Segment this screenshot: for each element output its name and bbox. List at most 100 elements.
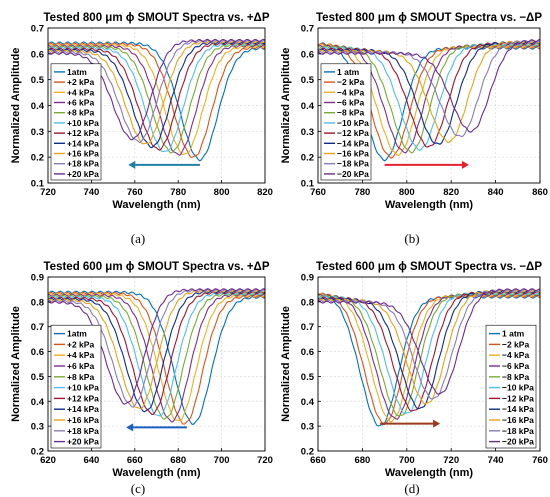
legend-label: +6 kPa xyxy=(67,361,94,371)
series-line-9 xyxy=(318,39,540,138)
legend: 1atm+2 kPa+4 kPa+6 kPa+8 kPa+10 kPa+12 k… xyxy=(50,63,102,181)
x-tick-label: 760 xyxy=(127,187,143,198)
x-tick-label: 680 xyxy=(354,455,370,466)
legend-label: +14 kPa xyxy=(67,404,99,414)
legend-label: +4 kPa xyxy=(67,350,94,360)
shift-arrow-head xyxy=(461,160,469,169)
chart-title: Tested 600 μm ϕ SMOUT Spectra vs. +ΔP xyxy=(44,261,270,273)
y-axis-label: Normalized Amplitude xyxy=(10,306,22,422)
series-line-4 xyxy=(318,292,540,417)
y-tick-label: 0.6 xyxy=(301,347,314,358)
legend-label: 1 atm xyxy=(337,67,360,77)
series-line-10 xyxy=(318,288,540,395)
y-tick-label: 0.4 xyxy=(301,397,315,408)
legend-label: −14 kPa xyxy=(337,138,369,148)
x-tick-label: 660 xyxy=(127,455,143,466)
y-tick-label: 0.9 xyxy=(31,273,44,284)
series-group xyxy=(318,288,540,427)
y-tick-label: 0.2 xyxy=(301,153,314,164)
y-tick-label: 0.2 xyxy=(31,447,44,458)
y-tick-label: 0.3 xyxy=(301,422,314,433)
x-tick-label: 780 xyxy=(354,187,370,198)
legend-label: −16 kPa xyxy=(502,415,534,425)
panel-d: 660 680 700 720 740 760 0.2 0.3 0.4 0.5 0.6 0.7 0.8 0… xyxy=(280,261,548,496)
y-tick-label: 0.6 xyxy=(31,49,44,60)
x-tick-label: 760 xyxy=(310,187,326,198)
y-tick-label: 0.7 xyxy=(31,322,44,333)
legend-label: −4 kPa xyxy=(337,87,364,97)
series-group xyxy=(48,38,265,162)
legend-label: −12 kPa xyxy=(502,393,534,403)
legend-label: +14 kPa xyxy=(67,138,99,148)
legend: 1 atm−2 kPa−4 kPa−6 kPa−8 kPa−10 kPa−12 … xyxy=(320,63,372,181)
legend-label: +12 kPa xyxy=(67,393,99,403)
legend-label: −10 kPa xyxy=(502,383,534,393)
axes-frame xyxy=(47,276,266,452)
x-tick-label: 740 xyxy=(488,455,504,466)
y-axis-label: Normalized Amplitude xyxy=(10,48,22,164)
y-tick-label: 0.7 xyxy=(301,322,314,333)
legend-label: +16 kPa xyxy=(67,149,99,159)
legend-box xyxy=(50,324,102,449)
y-tick-label: 0.8 xyxy=(31,297,44,308)
x-tick-label: 720 xyxy=(443,455,459,466)
x-axis-label: Wavelength (nm) xyxy=(112,199,201,211)
x-axis-label: Wavelength (nm) xyxy=(385,467,474,479)
legend-label: −20 kPa xyxy=(337,169,369,179)
x-tick-label: 680 xyxy=(170,455,186,466)
legend-label: −6 kPa xyxy=(502,361,529,371)
x-axis-label: Wavelength (nm) xyxy=(385,199,474,211)
x-tick-label: 740 xyxy=(83,187,99,198)
y-tick-label: 0.2 xyxy=(31,153,44,164)
shift-arrow-head xyxy=(128,160,136,169)
x-tick-label: 760 xyxy=(532,455,548,466)
legend-label: −4 kPa xyxy=(502,350,529,360)
legend-label: +8 kPa xyxy=(67,108,94,118)
legend-label: −14 kPa xyxy=(502,404,534,414)
series-line-9 xyxy=(48,39,265,144)
shift-arrow-head xyxy=(126,423,134,432)
y-tick-label: 0.5 xyxy=(301,372,315,383)
legend-label: 1atm xyxy=(67,67,87,77)
legend: 1 atm−2 kPa−4 kPa−6 kPa−8 kPa−10 kPa−12 … xyxy=(485,324,537,449)
series-line-7 xyxy=(318,41,540,145)
series-line-0 xyxy=(48,41,265,162)
legend-label: +16 kPa xyxy=(67,415,99,425)
y-tick-label: 0.9 xyxy=(301,273,314,284)
y-tick-label: 0.1 xyxy=(301,179,315,190)
series-line-0 xyxy=(318,292,540,427)
shift-arrow-head xyxy=(433,419,441,428)
y-tick-label: 0.8 xyxy=(301,297,314,308)
legend-label: +12 kPa xyxy=(67,128,99,138)
legend-label: +2 kPa xyxy=(67,339,94,349)
series-line-8 xyxy=(48,40,265,145)
legend-label: +8 kPa xyxy=(67,372,94,382)
x-tick-label: 660 xyxy=(310,455,326,466)
x-axis-label: Wavelength (nm) xyxy=(112,467,201,479)
series-line-10 xyxy=(48,38,265,141)
legend-label: 1atm xyxy=(67,329,87,339)
x-tick-label: 800 xyxy=(399,187,415,198)
legend-label: −12 kPa xyxy=(337,128,369,138)
series-line-5 xyxy=(48,42,265,153)
legend-label: +20 kPa xyxy=(67,437,99,447)
chart-title: Tested 800 μm ϕ SMOUT Spectra vs. +ΔP xyxy=(44,12,270,24)
x-tick-label: 800 xyxy=(214,187,230,198)
series-line-10 xyxy=(318,38,540,133)
series-line-0 xyxy=(48,290,265,426)
panel-c: 620 640 660 680 700 720 0.2 0.3 0.4 0.5 0.6 0.7 0.8 0… xyxy=(10,261,273,496)
legend: 1atm+2 kPa+4 kPa+6 kPa+8 kPa+10 kPa+12 k… xyxy=(50,324,102,449)
y-tick-label: 0.5 xyxy=(31,372,45,383)
legend-box xyxy=(320,63,372,181)
x-tick-label: 700 xyxy=(399,455,415,466)
y-tick-label: 0.6 xyxy=(301,49,314,60)
legend-label: +2 kPa xyxy=(67,77,94,87)
legend-label: +18 kPa xyxy=(67,426,99,436)
chart-title: Tested 800 μm ϕ SMOUT Spectra vs. −ΔP xyxy=(316,12,542,24)
legend-label: +10 kPa xyxy=(67,383,99,393)
y-tick-label: 0.4 xyxy=(301,101,315,112)
legend-label: +6 kPa xyxy=(67,98,94,108)
legend-label: −6 kPa xyxy=(337,98,364,108)
panel-caption: (a) xyxy=(131,231,145,246)
x-tick-label: 780 xyxy=(170,187,186,198)
